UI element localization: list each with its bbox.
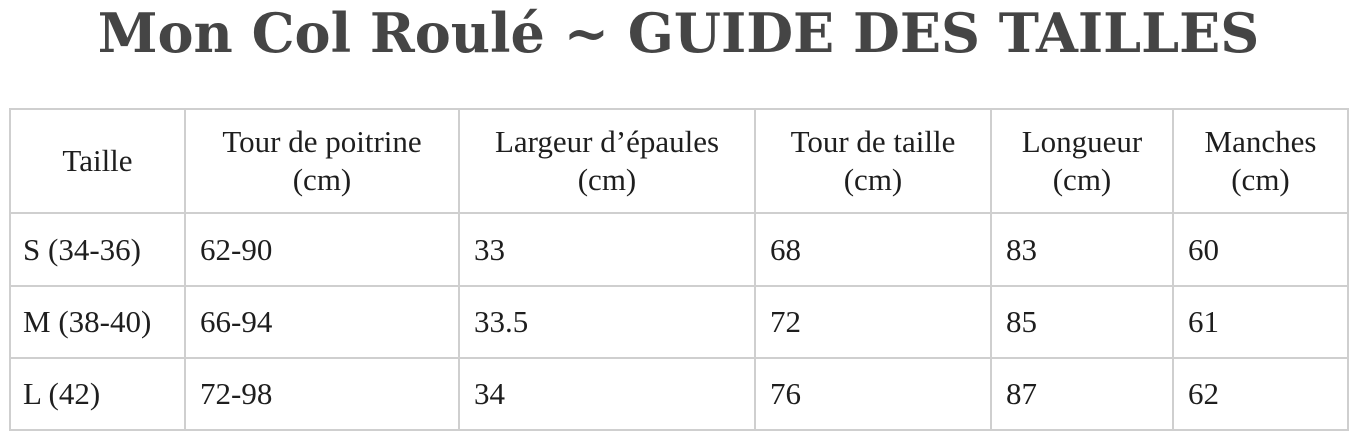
header-unit: (cm) (292, 162, 352, 197)
table-row: S (34-36) 62-90 33 68 83 60 (9, 212, 1349, 287)
header-unit: (cm) (843, 162, 903, 197)
cell-value: 34 (458, 357, 756, 431)
cell-value: 61 (1172, 285, 1349, 359)
cell-size: M (38-40) (9, 285, 186, 359)
table-header-row: Taille Tour de poitrine (cm) Largeur d’ép… (9, 108, 1349, 214)
header-label: Manches (1204, 124, 1317, 159)
cell-value: 76 (754, 357, 992, 431)
header-longueur: Longueur (cm) (990, 108, 1174, 214)
table-row: M (38-40) 66-94 33.5 72 85 61 (9, 285, 1349, 359)
cell-value: 33.5 (458, 285, 756, 359)
cell-value: 87 (990, 357, 1174, 431)
cell-value: 85 (990, 285, 1174, 359)
cell-value: 62-90 (184, 212, 460, 287)
header-manches: Manches (cm) (1172, 108, 1349, 214)
size-guide-table: Taille Tour de poitrine (cm) Largeur d’ép… (9, 108, 1349, 431)
cell-size: S (34-36) (9, 212, 186, 287)
cell-value: 68 (754, 212, 992, 287)
header-label: Largeur d’épaules (494, 124, 720, 159)
cell-value: 72-98 (184, 357, 460, 431)
cell-value: 60 (1172, 212, 1349, 287)
header-unit: (cm) (1231, 162, 1290, 197)
page-title: Mon Col Roulé ~ GUIDE DES TAILLES (97, 1, 1260, 65)
header-largeur-epaules: Largeur d’épaules (cm) (458, 108, 756, 214)
cell-value: 72 (754, 285, 992, 359)
cell-value: 33 (458, 212, 756, 287)
cell-value: 83 (990, 212, 1174, 287)
header-label: Tour de poitrine (222, 124, 422, 159)
header-tour-de-poitrine: Tour de poitrine (cm) (184, 108, 460, 214)
cell-value: 62 (1172, 357, 1349, 431)
header-unit: (cm) (1052, 162, 1112, 197)
table-row: L (42) 72-98 34 76 87 62 (9, 357, 1349, 431)
header-label: Taille (62, 143, 133, 178)
cell-size: L (42) (9, 357, 186, 431)
header-label: Tour de taille (790, 124, 956, 159)
cell-value: 66-94 (184, 285, 460, 359)
header-taille: Taille (9, 108, 186, 214)
header-unit: (cm) (577, 162, 637, 197)
header-tour-de-taille: Tour de taille (cm) (754, 108, 992, 214)
header-label: Longueur (1021, 124, 1143, 159)
